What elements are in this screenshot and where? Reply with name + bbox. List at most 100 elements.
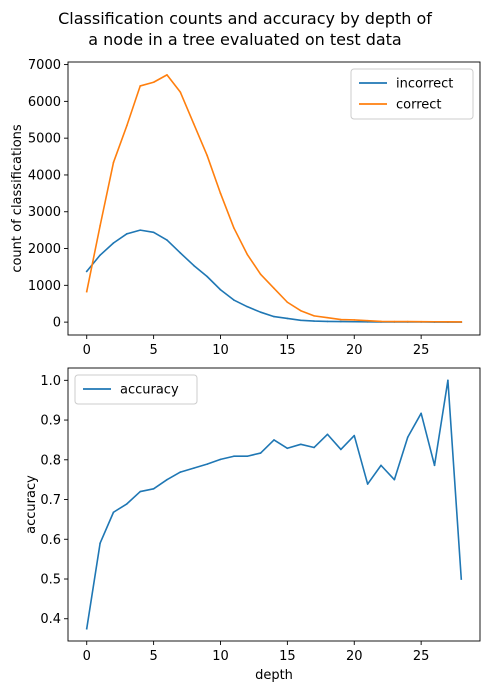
data-point-accuracy-3 bbox=[126, 503, 128, 505]
data-point-accuracy-26 bbox=[433, 464, 436, 467]
data-point-correct-16 bbox=[299, 309, 302, 312]
y-axis-label: accuracy bbox=[24, 475, 39, 534]
data-point-correct-21 bbox=[366, 319, 369, 322]
series-line-accuracy bbox=[85, 379, 463, 630]
data-point-accuracy-27 bbox=[447, 379, 449, 382]
data-point-incorrect-11 bbox=[233, 299, 235, 301]
y-tick-label-0.9: 0.9 bbox=[40, 414, 61, 429]
data-point-accuracy-19 bbox=[340, 448, 342, 451]
data-point-accuracy-4 bbox=[139, 490, 142, 493]
y-tick-label-0.5: 0.5 bbox=[40, 573, 61, 588]
x-tick-label-0: 0 bbox=[83, 649, 91, 664]
legend-label-correct: correct bbox=[396, 98, 442, 113]
data-point-incorrect-15 bbox=[286, 317, 289, 320]
y-tick-label-7000: 7000 bbox=[28, 58, 61, 73]
data-point-accuracy-21 bbox=[366, 483, 369, 485]
data-point-incorrect-10 bbox=[219, 288, 222, 291]
data-point-correct-7 bbox=[179, 91, 182, 93]
y-tick-label-4000: 4000 bbox=[28, 168, 61, 183]
series-line-incorrect bbox=[85, 229, 463, 323]
x-tick-label-25: 25 bbox=[413, 343, 430, 358]
x-tick-label-20: 20 bbox=[346, 649, 363, 664]
legend-label-incorrect: incorrect bbox=[396, 77, 453, 92]
data-point-incorrect-13 bbox=[259, 311, 262, 313]
data-point-correct-23 bbox=[393, 320, 396, 323]
data-point-accuracy-24 bbox=[406, 436, 409, 438]
data-point-incorrect-14 bbox=[273, 315, 275, 318]
x-tick-label-0: 0 bbox=[83, 343, 91, 358]
data-point-correct-18 bbox=[326, 316, 329, 319]
data-point-correct-12 bbox=[246, 253, 249, 256]
legend: incorrect correct bbox=[350, 68, 474, 120]
data-point-accuracy-6 bbox=[166, 478, 168, 481]
data-point-incorrect-1 bbox=[99, 254, 101, 256]
data-point-accuracy-23 bbox=[393, 478, 396, 481]
data-point-correct-3 bbox=[126, 124, 128, 127]
data-point-incorrect-3 bbox=[126, 233, 128, 235]
y-tick-label-1000: 1000 bbox=[28, 279, 61, 294]
legend-box bbox=[350, 68, 474, 120]
data-point-correct-1 bbox=[99, 224, 101, 227]
x-tick-label-25: 25 bbox=[413, 649, 430, 664]
y-tick-label-0.7: 0.7 bbox=[40, 493, 61, 508]
data-point-incorrect-7 bbox=[179, 252, 182, 254]
x-tick-label-15: 15 bbox=[279, 343, 296, 358]
y-tick-label-2000: 2000 bbox=[28, 242, 61, 257]
x-tick-label-5: 5 bbox=[149, 343, 157, 358]
y-tick-label-0.4: 0.4 bbox=[40, 612, 61, 627]
data-point-correct-14 bbox=[273, 287, 275, 290]
data-point-incorrect-5 bbox=[152, 231, 155, 234]
data-point-accuracy-20 bbox=[353, 434, 356, 437]
data-point-incorrect-12 bbox=[246, 305, 249, 308]
data-point-correct-4 bbox=[139, 85, 142, 87]
plot-frame bbox=[67, 61, 481, 336]
data-point-correct-10 bbox=[219, 192, 222, 195]
data-point-correct-13 bbox=[259, 273, 262, 276]
data-point-accuracy-9 bbox=[206, 463, 208, 465]
data-point-accuracy-18 bbox=[326, 433, 329, 436]
data-point-accuracy-16 bbox=[299, 443, 302, 446]
x-tick-label-5: 5 bbox=[149, 649, 157, 664]
data-point-correct-26 bbox=[433, 320, 436, 323]
data-point-correct-8 bbox=[192, 123, 195, 125]
data-point-incorrect-2 bbox=[112, 242, 115, 244]
data-point-accuracy-2 bbox=[112, 511, 115, 514]
data-point-accuracy-22 bbox=[380, 464, 382, 467]
legend-label-accuracy: accuracy bbox=[120, 383, 179, 398]
data-point-accuracy-5 bbox=[152, 488, 155, 490]
data-point-correct-20 bbox=[353, 319, 356, 321]
y-axis-label: count of classifications bbox=[10, 124, 25, 273]
data-point-incorrect-18 bbox=[326, 320, 329, 323]
data-point-incorrect-19 bbox=[340, 320, 342, 323]
x-tick-label-15: 15 bbox=[279, 649, 296, 664]
data-point-accuracy-1 bbox=[99, 542, 101, 545]
y-tick-label-0.8: 0.8 bbox=[40, 453, 61, 468]
data-point-incorrect-8 bbox=[192, 264, 195, 267]
data-point-correct-19 bbox=[340, 318, 342, 321]
y-tick-label-3000: 3000 bbox=[28, 205, 61, 220]
x-tick-label-20: 20 bbox=[346, 343, 363, 358]
figure-title-line-1: Classification counts and accuracy by de… bbox=[58, 9, 432, 28]
chart-panel-2: 0 5 10 15 20 25 0.4 0.5 0.6 0.7 0.8 0.9 1.0 accuracy d… bbox=[24, 367, 481, 683]
data-point-correct-11 bbox=[233, 227, 235, 229]
data-point-correct-9 bbox=[206, 154, 208, 157]
x-axis-label: depth bbox=[255, 668, 293, 683]
data-point-accuracy-25 bbox=[420, 412, 422, 415]
data-point-correct-6 bbox=[166, 74, 168, 76]
figure-title-line-2: a node in a tree evaluated on test data bbox=[88, 30, 402, 49]
data-point-accuracy-12 bbox=[246, 455, 249, 458]
data-point-correct-24 bbox=[406, 320, 409, 323]
legend: accuracy bbox=[74, 374, 198, 405]
data-point-accuracy-7 bbox=[179, 471, 182, 473]
y-tick-label-5000: 5000 bbox=[28, 132, 61, 147]
data-point-incorrect-9 bbox=[206, 275, 208, 278]
y-tick-label-0.6: 0.6 bbox=[40, 533, 61, 548]
data-point-accuracy-10 bbox=[219, 458, 222, 461]
x-tick-label-10: 10 bbox=[212, 343, 229, 358]
x-tick-label-10: 10 bbox=[212, 649, 229, 664]
data-point-correct-0 bbox=[85, 290, 88, 293]
data-point-accuracy-28 bbox=[460, 578, 463, 580]
data-point-accuracy-14 bbox=[273, 439, 275, 441]
y-tick-label-6000: 6000 bbox=[28, 95, 61, 110]
